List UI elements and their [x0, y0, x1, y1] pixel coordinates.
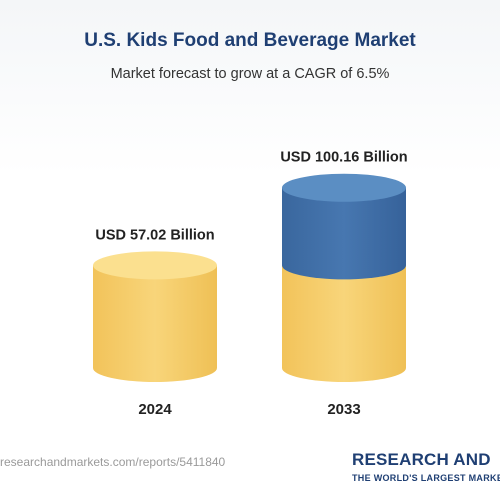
bar-top-cap [282, 173, 406, 202]
brand-name-main: RESEARCH AND [352, 450, 491, 469]
brand-tagline: THE WORLD'S LARGEST MARKET RESEARCH STOR… [352, 473, 500, 483]
bar-top-cap [93, 251, 217, 280]
category-label-2024: 2024 [138, 401, 172, 418]
brand-name: RESEARCH AND [352, 450, 500, 470]
brand-logo: RESEARCH AND THE WORLD'S LARGEST MARKET … [352, 450, 500, 496]
chart-subtitle: Market forecast to grow at a CAGR of 6.5… [110, 66, 390, 82]
chart-title: U.S. Kids Food and Beverage Market [84, 30, 416, 51]
value-label-2024: USD 57.02 Billion [95, 227, 214, 243]
bar-2024 [93, 251, 217, 382]
bar-2033 [282, 173, 406, 382]
category-label-2033: 2033 [327, 401, 360, 418]
bar-growth-segment [282, 187, 406, 280]
bar-base-segment [93, 265, 217, 382]
value-label-2033: USD 100.16 Billion [280, 150, 407, 166]
source-url: researchandmarkets.com/reports/5411840 [0, 455, 226, 469]
bar-base-segment [282, 265, 406, 382]
